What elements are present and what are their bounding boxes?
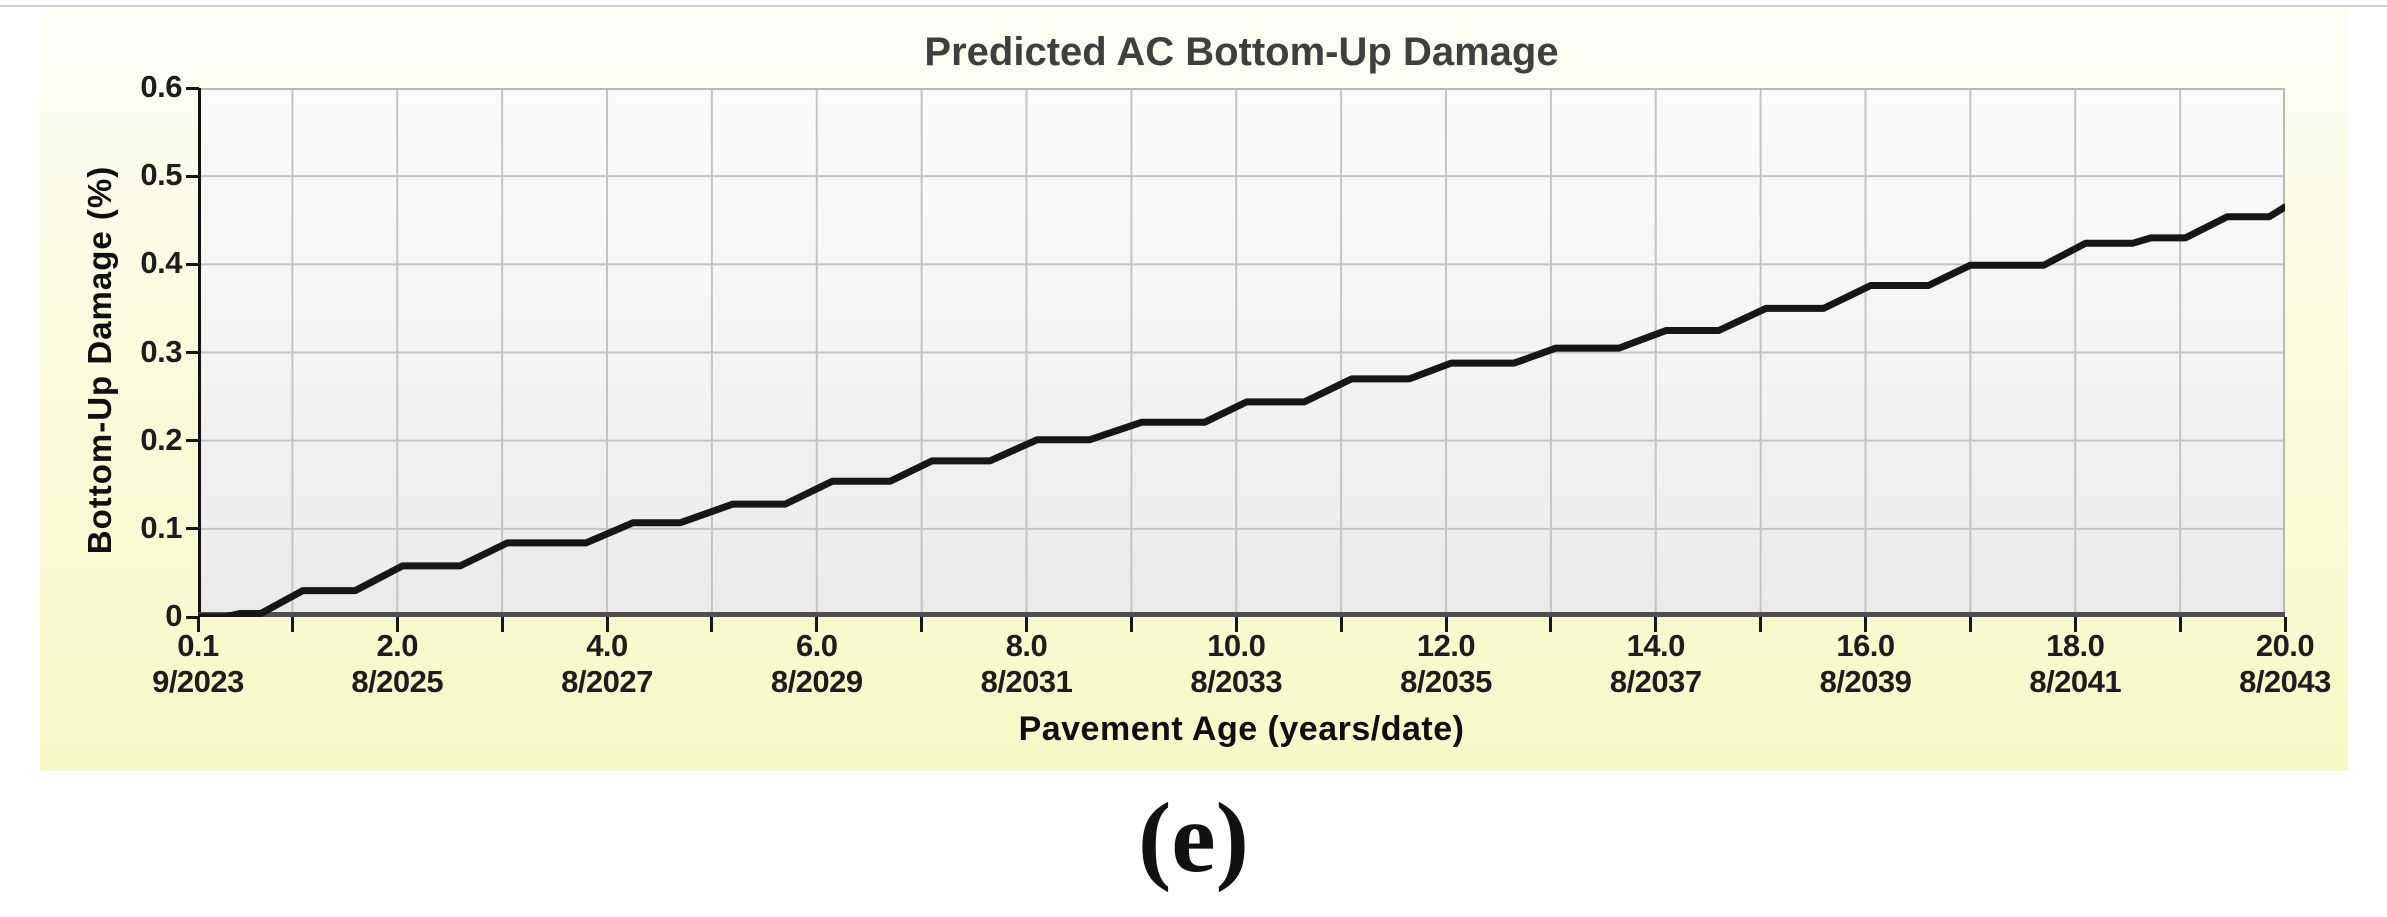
x-tick-date-label: 8/2039 <box>1819 664 1912 699</box>
x-tick-year-label: 0.1 <box>177 628 219 663</box>
x-tick-year-label: 14.0 <box>1626 628 1686 663</box>
x-tick-year-label: 6.0 <box>795 628 838 663</box>
x-axis-tick <box>1234 617 1238 632</box>
damage-curve-plot <box>198 88 2285 617</box>
chart-panel: Predicted AC Bottom-Up Damage Bottom-Up … <box>40 8 2348 771</box>
x-axis-tick <box>920 617 924 632</box>
x-axis-tick <box>1864 617 1867 632</box>
y-axis-tick <box>186 615 199 619</box>
x-axis-tick <box>1968 617 1972 632</box>
y-axis-tick <box>186 174 199 178</box>
x-tick-date-label: 8/2027 <box>561 664 653 699</box>
x-tick-date-label: 8/2043 <box>2239 664 2331 699</box>
x-axis-tick <box>605 617 609 632</box>
y-tick-label: 0.6 <box>140 69 182 104</box>
x-axis-tick <box>1549 617 1553 632</box>
figure-caption: (e) <box>1138 782 1249 893</box>
x-tick-date-label: 8/2041 <box>2029 664 2122 699</box>
x-axis-tick <box>1654 617 1658 632</box>
x-axis-tick <box>1759 617 1763 632</box>
x-tick-year-label: 20.0 <box>2255 628 2315 663</box>
x-axis-tick <box>290 617 294 632</box>
x-tick-year-label: 4.0 <box>586 628 628 663</box>
x-tick-year-label: 2.0 <box>376 628 419 663</box>
x-axis-tick <box>2283 617 2287 632</box>
page-top-rule <box>0 5 2387 7</box>
x-tick-date-label: 8/2029 <box>770 664 863 699</box>
x-axis-tick <box>1025 617 1028 632</box>
x-tick-year-label: 16.0 <box>1836 628 1895 663</box>
x-tick-date-label: 8/2031 <box>980 664 1073 699</box>
x-axis-title: Pavement Age (years/date) <box>1018 710 1465 748</box>
x-axis-tick <box>395 617 399 632</box>
chart-title: Predicted AC Bottom-Up Damage <box>924 30 1559 74</box>
x-tick-year-label: 8.0 <box>1005 628 1048 663</box>
y-tick-label: 0.5 <box>140 157 182 193</box>
y-axis-tick <box>186 439 199 443</box>
x-tick-date-label: 8/2035 <box>1400 664 1492 699</box>
x-axis-tick <box>1444 617 1448 632</box>
damage-curve <box>198 203 2285 617</box>
x-tick-year-label: 18.0 <box>2046 628 2105 663</box>
y-axis-tick <box>186 86 199 90</box>
x-tick-year-label: 12.0 <box>1416 628 1476 663</box>
x-axis-tick <box>1339 617 1343 632</box>
x-tick-year-label: 10.0 <box>1207 628 1266 663</box>
y-axis-tick <box>186 527 199 531</box>
x-axis-tick <box>710 617 714 632</box>
x-axis-tick <box>500 617 504 632</box>
x-axis-tick <box>196 617 200 632</box>
x-axis-tick <box>1129 617 1133 632</box>
y-tick-label: 0.2 <box>140 421 182 457</box>
x-tick-date-label: 9/2023 <box>152 664 244 699</box>
y-tick-label: 0.1 <box>140 509 182 545</box>
y-axis-tick <box>186 262 199 266</box>
y-tick-label: 0.3 <box>140 333 182 369</box>
x-axis-tick <box>815 617 819 632</box>
y-axis-tick <box>186 351 199 354</box>
x-axis-tick <box>2178 617 2182 632</box>
plot-area <box>198 88 2285 617</box>
y-tick-label: 0.4 <box>140 245 182 281</box>
y-tick-label: 0 <box>165 598 182 633</box>
x-tick-date-label: 8/2025 <box>351 664 444 699</box>
x-axis-tick <box>2073 617 2077 632</box>
x-tick-date-label: 8/2037 <box>1609 664 1702 699</box>
x-tick-date-label: 8/2033 <box>1190 664 1283 699</box>
